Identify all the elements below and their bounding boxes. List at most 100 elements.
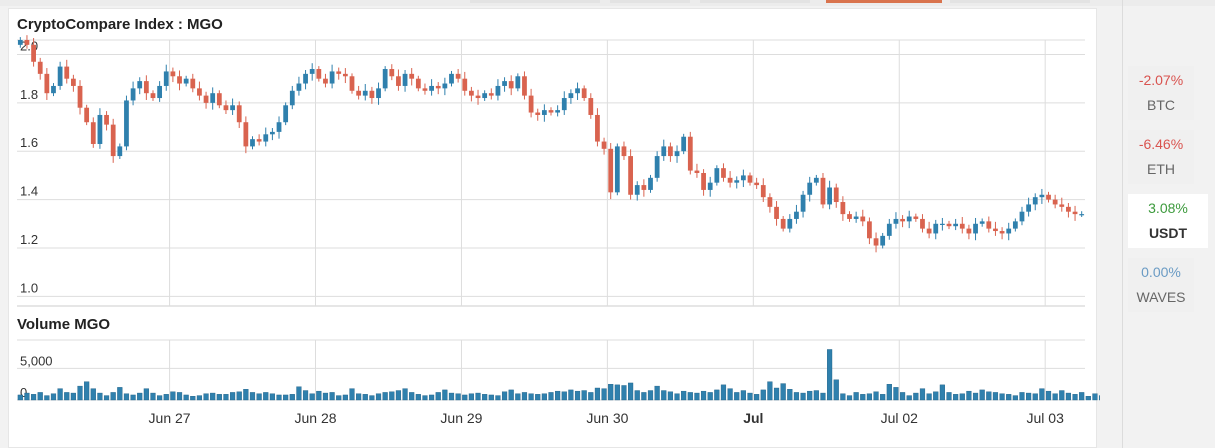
candle-body [442,83,448,89]
candle-body [356,90,362,96]
sidebar-divider [1122,0,1123,448]
chart-title: CryptoCompare Index : MGO [17,16,223,33]
candle-body [687,136,693,171]
x-tick-label: Jul 03 [1027,410,1065,426]
volume-bar [919,388,926,401]
volume-bar [1065,392,1072,401]
volume-bar [681,390,687,401]
candle-body [236,105,242,123]
volume-bar [621,385,627,401]
candle-body [1072,211,1078,215]
candle-body [362,90,368,96]
candle-body [263,134,269,142]
volume-bar [747,392,753,401]
volume-bar [734,392,740,401]
volume-bar [316,390,322,401]
pair-change: 0.00% [1141,264,1181,280]
volume-bar [886,384,892,401]
volume-bar [342,394,348,401]
candle-body [920,218,925,229]
candle-body [734,180,740,183]
candle-body [621,146,627,157]
volume-bar [123,393,130,401]
candle-body [396,76,401,86]
volume-bar [448,392,455,401]
volume-bar [946,392,952,401]
volume-bar [501,391,508,401]
candle-body [276,122,282,132]
candle-body [70,78,76,86]
candle-body [886,223,892,236]
candle-body [522,76,527,96]
volume-bar [130,394,136,401]
candle-body [979,221,985,224]
volume-bar [754,394,760,401]
top-tab[interactable] [610,0,690,3]
volume-bar [17,394,23,401]
candle-body [124,100,129,147]
volume-bar [574,390,581,401]
volume-bar [362,394,368,401]
candle-body [250,139,255,147]
candle-body [740,175,746,181]
candle-body [203,95,209,103]
candle-body [1012,221,1018,229]
candle-body [794,211,799,219]
volume-bar [707,392,713,401]
volume-bar [953,394,959,401]
candle-body [953,223,959,227]
candle-body [701,173,706,190]
candle-body [1039,194,1045,198]
pair-card-eth[interactable]: -6.46% ETH [1128,130,1194,184]
volume-bar [196,395,203,401]
volume-bar [760,389,766,401]
volume-bar [230,392,236,401]
volume-bar [475,392,481,401]
candle-body [694,170,700,173]
top-tab[interactable] [470,0,600,3]
candle-body [873,238,879,246]
candle-body [157,85,163,99]
volume-bar [833,379,839,401]
candle-body [999,231,1005,234]
candle-body [1066,206,1071,212]
candle-body [721,168,726,178]
volume-bar [263,392,269,401]
candle-body [150,93,156,99]
volume-tick-label: 0 [20,385,27,400]
pair-card-waves[interactable]: 0.00% WAVES [1128,258,1194,312]
candle-body [820,177,826,205]
volume-bar [608,384,614,401]
top-tab-active[interactable] [826,0,942,3]
pair-card-usdt[interactable]: 3.08% USDT [1128,194,1208,248]
volume-bar [243,389,249,401]
candle-body [216,93,222,106]
candle-body [508,81,514,89]
volume-bar [780,383,786,401]
candle-body [57,66,63,86]
candle-body [429,85,434,91]
candle-body [210,93,216,103]
candle-body [409,73,415,79]
candle-body [84,107,90,123]
volume-bar [1072,394,1078,401]
volume-bar [375,393,382,401]
top-tab[interactable] [950,0,1090,3]
pair-card-btc[interactable]: -2.07% BTC [1128,66,1194,120]
candle-body [973,223,978,234]
candle-body [323,78,328,84]
candle-body [1019,211,1025,222]
candle-body [581,88,587,99]
candle-body [833,187,839,203]
top-tab[interactable] [700,0,810,3]
candle-body [959,223,965,229]
candle-body [767,197,773,207]
volume-bar [846,395,853,401]
candle-body [37,61,43,74]
volume-bar [667,391,673,401]
candle-body [561,98,567,111]
volume-bar [356,393,362,401]
volume-bar [110,392,116,401]
volume-bar [402,388,408,401]
